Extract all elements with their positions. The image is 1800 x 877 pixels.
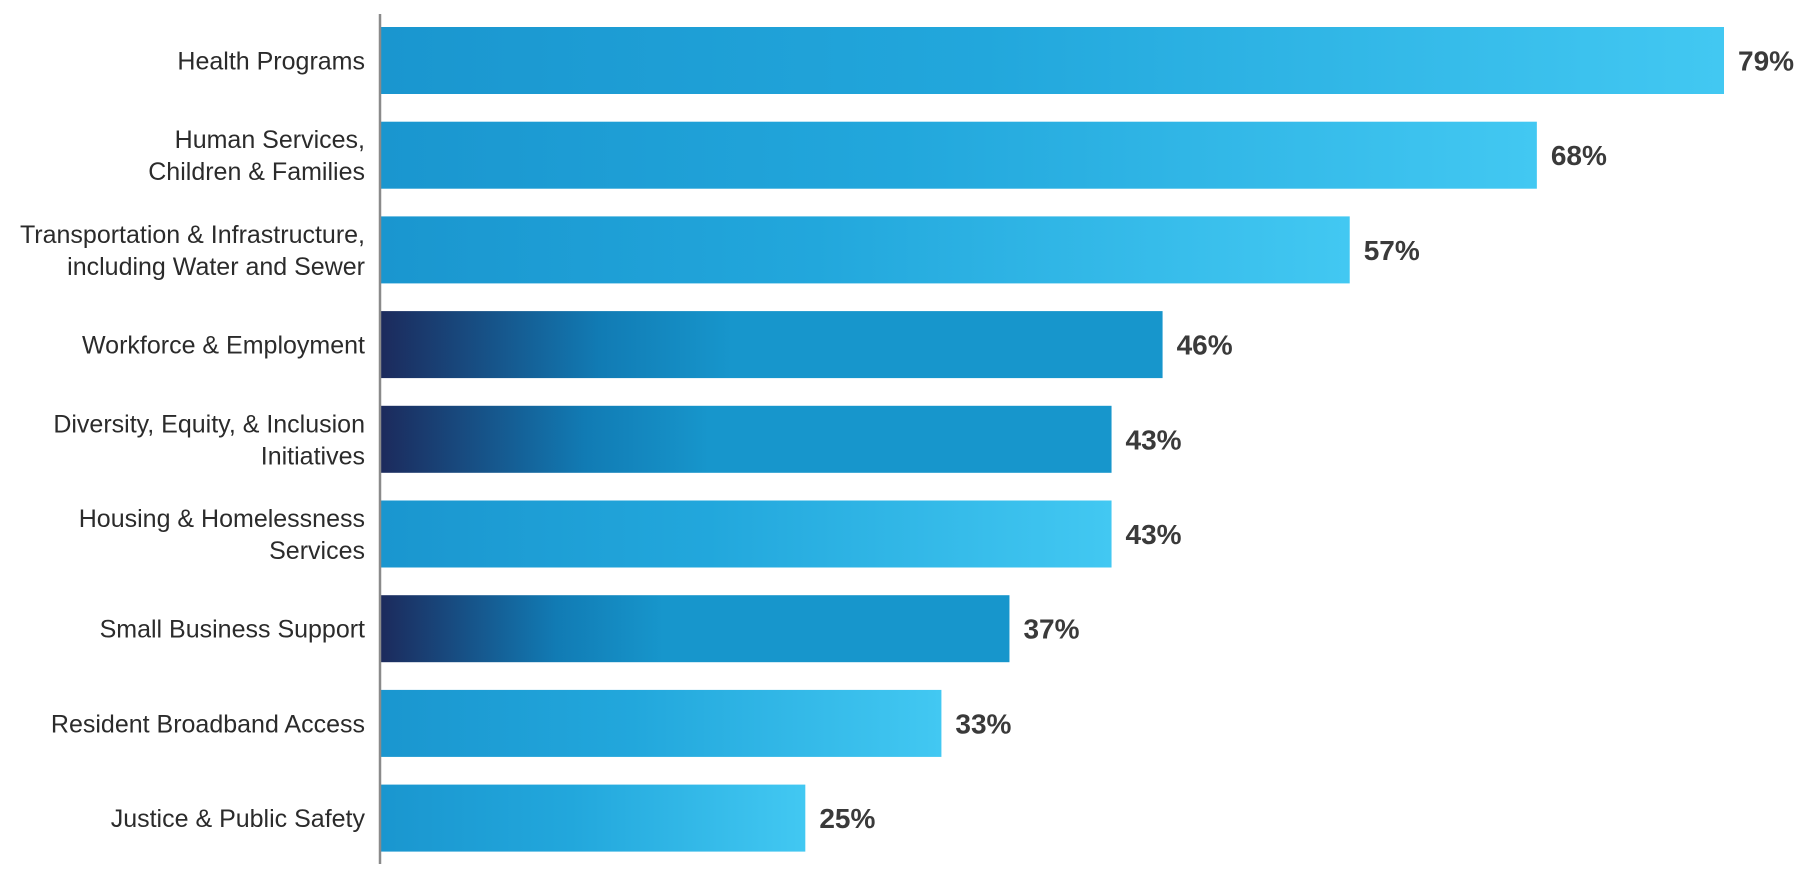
value-label: 46% — [1177, 330, 1233, 361]
category-label: Housing & Homelessness Services — [79, 505, 365, 565]
bar — [380, 216, 1350, 284]
value-label: 57% — [1364, 235, 1420, 266]
bar — [380, 121, 1537, 189]
category-label: Resident Broadband Access — [51, 710, 365, 738]
value-label: 43% — [1126, 519, 1182, 550]
category-labels: Health Programs Human Services, Children &… — [20, 48, 366, 834]
category-label: Justice & Public Safety — [111, 805, 366, 833]
bar — [380, 595, 1010, 663]
value-label: 25% — [819, 803, 875, 834]
bars-layer — [380, 27, 1724, 852]
value-label: 37% — [1023, 614, 1079, 645]
value-label: 33% — [955, 708, 1011, 739]
value-label: 68% — [1551, 140, 1607, 171]
category-label: Health Programs — [177, 48, 365, 76]
bar — [380, 500, 1112, 568]
category-label: Small Business Support — [100, 616, 365, 644]
category-label: Human Services, Children & Families — [148, 126, 365, 186]
bar — [380, 405, 1112, 473]
category-label: Transportation & Infrastructure, includin… — [20, 221, 365, 281]
bar — [380, 784, 806, 852]
category-label: Workforce & Employment — [82, 332, 365, 360]
value-label: 43% — [1126, 424, 1182, 455]
bar — [380, 689, 942, 757]
value-label: 79% — [1738, 46, 1794, 77]
bar — [380, 311, 1163, 379]
bar — [380, 27, 1724, 94]
value-labels: 79% 68% 57% 46% 43% 43% 37% 33% 25% — [819, 46, 1794, 835]
category-label: Diversity, Equity, & Inclusion Initiative… — [53, 410, 365, 470]
